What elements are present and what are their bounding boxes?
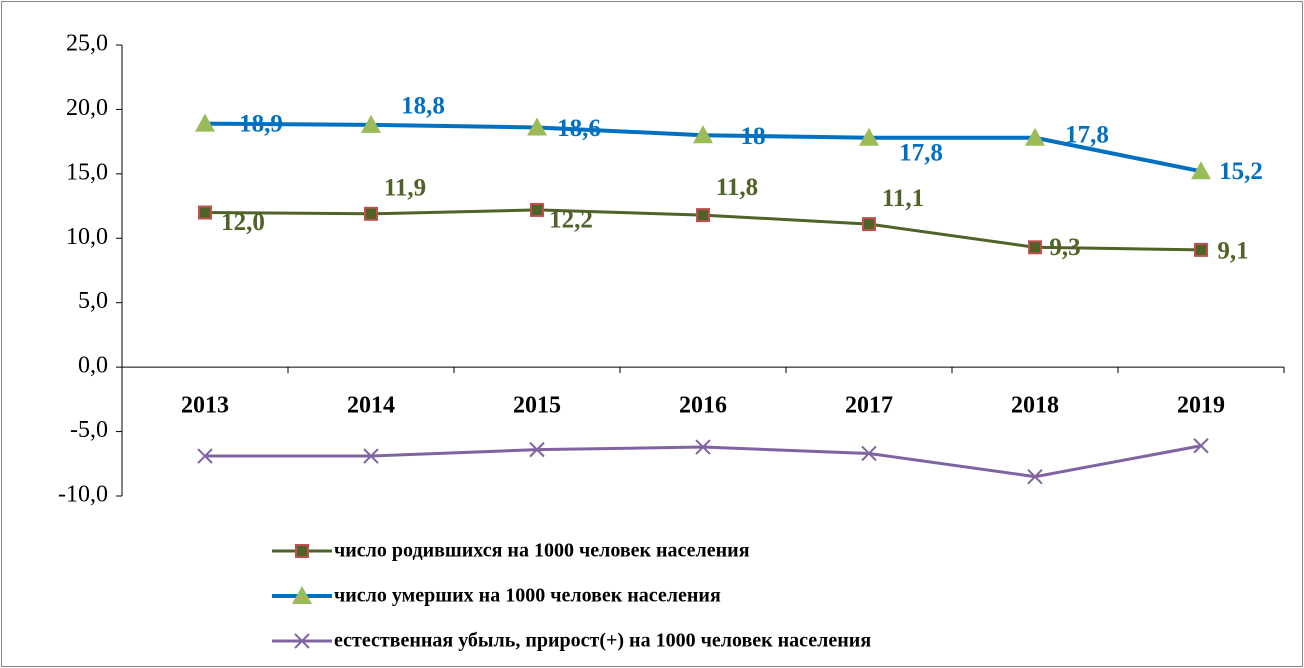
- x-tick-label: 2016: [679, 393, 727, 419]
- legend-label: число родившихся на 1000 человек населен…: [334, 540, 750, 562]
- data-label: 18,9: [239, 110, 283, 137]
- marker: [696, 208, 710, 223]
- data-label: 17,8: [899, 140, 943, 167]
- marker: [529, 441, 545, 458]
- marker: [1193, 438, 1209, 454]
- marker: [1025, 127, 1045, 146]
- legend-label: естественная убыль, прирост(+) на 1000 ч…: [334, 630, 871, 652]
- data-label: 9,3: [1049, 234, 1080, 261]
- marker: [530, 202, 544, 217]
- data-label: 12,2: [549, 207, 593, 234]
- marker: [861, 445, 877, 462]
- x-tick-label: 2015: [513, 393, 561, 419]
- marker: [292, 586, 312, 604]
- marker: [361, 114, 381, 133]
- marker: [693, 125, 713, 144]
- marker: [859, 127, 879, 146]
- data-label: 12,0: [221, 209, 265, 236]
- x-tick-label: 2013: [181, 393, 229, 419]
- y-tick-label: 0,0: [78, 353, 108, 379]
- x-tick-label: 2019: [1177, 393, 1225, 419]
- x-tick-label: 2018: [1011, 393, 1059, 419]
- y-tick-label: 25,0: [66, 31, 108, 57]
- marker: [1191, 161, 1211, 180]
- marker: [862, 217, 876, 232]
- y-tick-label: 20,0: [66, 95, 108, 121]
- legend-label: число умерших на 1000 человек населения: [334, 585, 721, 607]
- data-label: 11,9: [384, 175, 426, 202]
- x-tick-label: 2017: [845, 393, 893, 419]
- marker: [364, 206, 378, 221]
- data-label: 18: [741, 123, 766, 150]
- marker: [195, 113, 215, 132]
- marker: [527, 117, 547, 136]
- marker: [295, 544, 309, 558]
- marker: [198, 205, 212, 220]
- data-label: 11,8: [716, 174, 758, 201]
- y-tick-label: -10,0: [58, 482, 108, 508]
- y-tick-label: 5,0: [78, 288, 108, 314]
- y-tick-label: 10,0: [66, 224, 108, 250]
- x-tick-label: 2014: [347, 393, 395, 419]
- marker: [363, 448, 379, 464]
- data-label: 15,2: [1219, 158, 1263, 185]
- marker: [695, 439, 711, 455]
- marker: [197, 448, 213, 464]
- data-label: 9,1: [1217, 238, 1248, 265]
- data-label: 18,6: [557, 115, 601, 142]
- marker: [1028, 240, 1042, 255]
- y-tick-label: -5,0: [70, 417, 108, 443]
- data-label: 17,8: [1065, 122, 1109, 149]
- data-label: 18,8: [401, 93, 445, 120]
- marker: [1027, 468, 1043, 485]
- data-label: 11,1: [882, 185, 924, 212]
- marker: [294, 633, 310, 649]
- marker: [1194, 242, 1208, 257]
- y-tick-label: 15,0: [66, 159, 108, 185]
